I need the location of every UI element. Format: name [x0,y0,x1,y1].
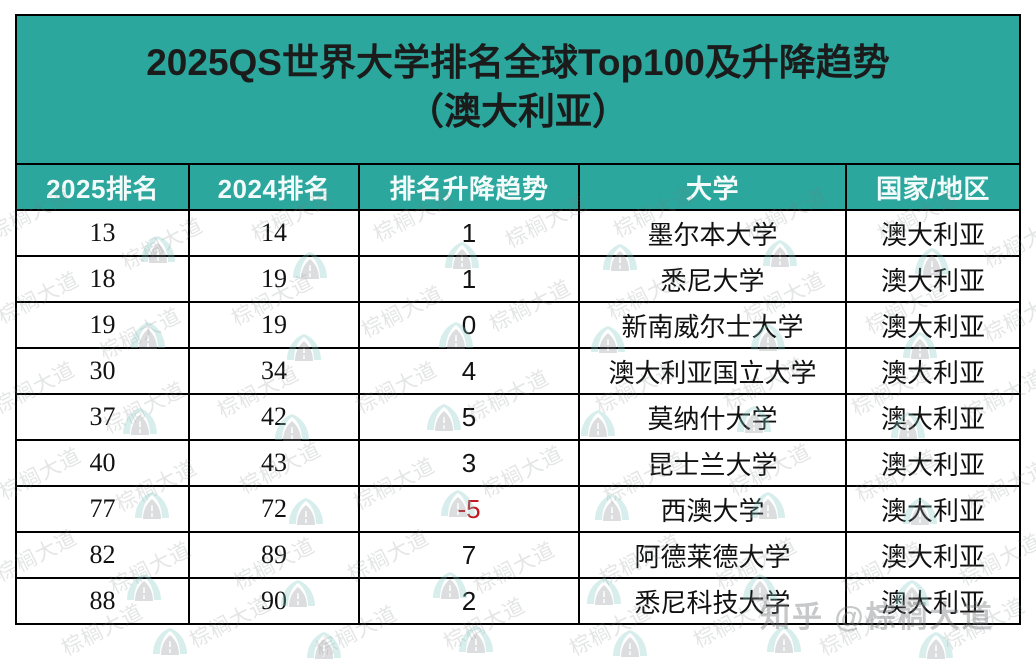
column-header-region: 国家/地区 [844,163,1022,211]
watermark-palm-road-logo [456,622,496,656]
cell-rank-2025: 40 [15,439,190,487]
table-header: 2025QS世界大学排名全球Top100及升降趋势 （澳大利亚） 2025排名 … [14,14,1022,211]
title-row: 2025QS世界大学排名全球Top100及升降趋势 （澳大利亚） [14,14,1022,165]
cell-trend: 3 [358,439,580,487]
column-header-row: 2025排名 2024排名 排名升降趋势 大学 国家/地区 [15,163,1022,211]
table-row: 82 89 7 阿德莱德大学 澳大利亚 [15,531,1022,579]
cell-trend: 1 [358,209,580,257]
cell-university: 莫纳什大学 [578,393,847,441]
cell-university: 新南威尔士大学 [578,301,847,349]
cell-university: 昆士兰大学 [578,439,847,487]
cell-rank-2024: 42 [188,393,360,441]
cell-university: 悉尼大学 [578,255,847,303]
cell-rank-2025: 82 [15,531,190,579]
table-row: 19 19 0 新南威尔士大学 澳大利亚 [15,301,1022,349]
cell-rank-2024: 19 [188,255,360,303]
cell-rank-2024: 89 [188,531,360,579]
table-row: 37 42 5 莫纳什大学 澳大利亚 [15,393,1022,441]
cell-rank-2025: 13 [15,209,190,257]
cell-rank-2025: 37 [15,393,190,441]
table-row: 30 34 4 澳大利亚国立大学 澳大利亚 [15,347,1022,395]
cell-rank-2025: 77 [15,485,190,533]
cell-university: 西澳大学 [578,485,847,533]
table-row: 88 90 2 悉尼科技大学 澳大利亚 [15,577,1022,625]
cell-rank-2024: 90 [188,577,360,625]
table-row: 18 19 1 悉尼大学 澳大利亚 [15,255,1022,303]
cell-rank-2025: 18 [15,255,190,303]
cell-rank-2024: 14 [188,209,360,257]
cell-region: 澳大利亚 [844,347,1022,395]
page-title: 2025QS世界大学排名全球Top100及升降趋势 （澳大利亚） [14,14,1022,165]
cell-region: 澳大利亚 [844,255,1022,303]
cell-trend: 7 [358,531,580,579]
watermark-palm-road-logo [610,626,650,660]
cell-trend: 0 [358,301,580,349]
cell-region: 澳大利亚 [844,485,1022,533]
cell-trend: 1 [358,255,580,303]
watermark-palm-road-logo [916,628,956,662]
watermark-palm-road-logo [764,622,804,656]
column-header-rank-2025: 2025排名 [15,163,190,211]
table-row: 13 14 1 墨尔本大学 澳大利亚 [15,209,1022,257]
cell-trend: -5 [358,485,580,533]
cell-university: 墨尔本大学 [578,209,847,257]
university-ranking-table: 2025QS世界大学排名全球Top100及升降趋势 （澳大利亚） 2025排名 … [14,14,1022,625]
cell-region: 澳大利亚 [844,577,1022,625]
cell-rank-2025: 30 [15,347,190,395]
column-header-university: 大学 [578,163,847,211]
cell-university: 阿德莱德大学 [578,531,847,579]
cell-rank-2024: 43 [188,439,360,487]
cell-rank-2025: 88 [15,577,190,625]
cell-region: 澳大利亚 [844,439,1022,487]
cell-rank-2024: 72 [188,485,360,533]
cell-trend: 4 [358,347,580,395]
table-body: 13 14 1 墨尔本大学 澳大利亚 18 19 1 悉尼大学 澳大利亚 19 19 0 新南威尔士大学澳… [15,209,1022,625]
cell-rank-2024: 19 [188,301,360,349]
cell-region: 澳大利亚 [844,209,1022,257]
cell-trend: 2 [358,577,580,625]
cell-rank-2024: 34 [188,347,360,395]
cell-university: 澳大利亚国立大学 [578,347,847,395]
page-title-line-2: （澳大利亚） [407,90,629,132]
column-header-rank-2024: 2024排名 [188,163,360,211]
watermark-palm-road-logo [304,628,344,662]
cell-rank-2025: 19 [15,301,190,349]
cell-region: 澳大利亚 [844,531,1022,579]
table-row: 40 43 3 昆士兰大学 澳大利亚 [15,439,1022,487]
cell-trend: 5 [358,393,580,441]
watermark-palm-road-logo [150,624,190,658]
column-header-trend: 排名升降趋势 [358,163,580,211]
table-row: 77 72 -5 西澳大学 澳大利亚 [15,485,1022,533]
page-title-line-1: 2025QS世界大学排名全球Top100及升降趋势 [146,42,890,84]
cell-region: 澳大利亚 [844,301,1022,349]
cell-university: 悉尼科技大学 [578,577,847,625]
cell-region: 澳大利亚 [844,393,1022,441]
